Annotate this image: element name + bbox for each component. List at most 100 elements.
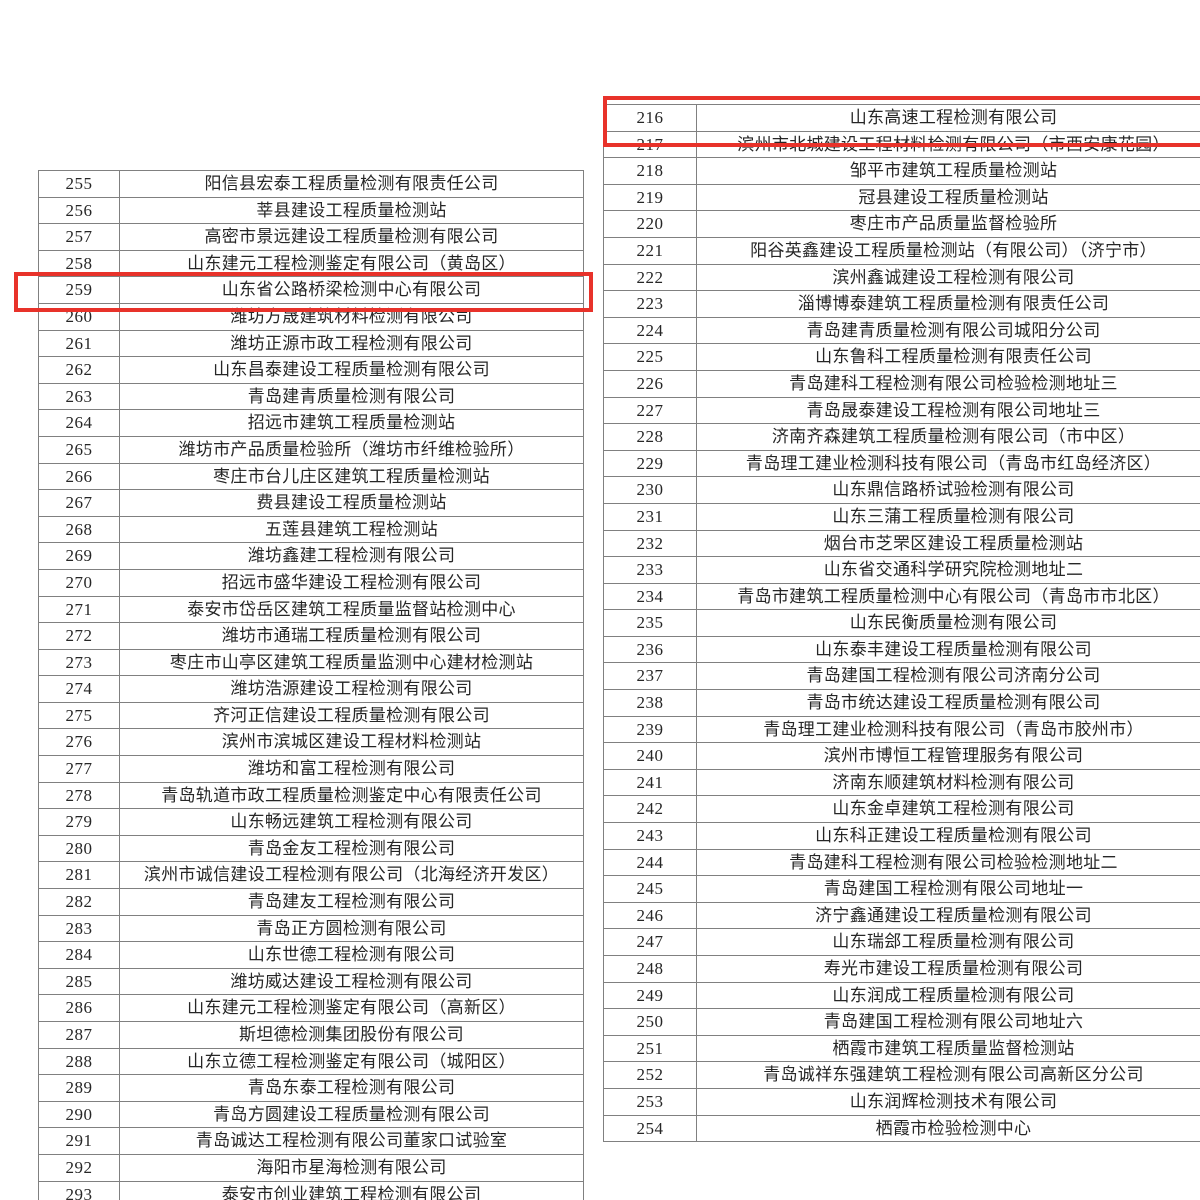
left-listing-table: 255 阳信县宏泰工程质量检测有限责任公司 256 莘县建设工程质量检测站 257 高密市…	[38, 170, 584, 1200]
left-table-body: 255 阳信县宏泰工程质量检测有限责任公司 256 莘县建设工程质量检测站 257 高密市…	[38, 170, 584, 1200]
organization-name-cell: 潍坊威达建设工程检测有限公司	[119, 967, 584, 996]
organization-name-cell: 淄博博泰建筑工程质量检测有限责任公司	[696, 290, 1200, 318]
row-index-cell: 229	[603, 449, 697, 478]
table-row: 232 烟台市芝罘区建设工程质量检测站	[603, 529, 1200, 558]
row-index-cell: 280	[38, 834, 120, 863]
row-index-cell: 235	[603, 609, 697, 637]
row-index-cell: 254	[603, 1114, 697, 1143]
table-row: 242 山东金卓建筑工程检测有限公司	[603, 795, 1200, 824]
organization-name-cell: 潍坊市通瑞工程质量检测有限公司	[119, 622, 584, 650]
table-row: 250 青岛建国工程检测有限公司地址六	[603, 1008, 1200, 1036]
organization-name-cell: 山东省公路桥梁检测中心有限公司	[119, 276, 584, 304]
organization-name-cell: 枣庄市产品质量监督检验所	[696, 210, 1200, 238]
row-index-cell: 275	[38, 701, 120, 730]
organization-name-cell: 青岛诚达工程检测有限公司董家口试验室	[119, 1127, 584, 1155]
organization-name-cell: 青岛理工建业检测科技有限公司（青岛市胶州市）	[696, 715, 1200, 744]
row-index-cell: 267	[38, 489, 120, 517]
table-row: 245 青岛建国工程检测有限公司地址一	[603, 875, 1200, 903]
row-index-cell: 239	[603, 715, 697, 744]
table-row: 267 费县建设工程质量检测站	[38, 489, 584, 517]
organization-name-cell: 山东民衡质量检测有限公司	[696, 609, 1200, 637]
table-row: 272 潍坊市通瑞工程质量检测有限公司	[38, 622, 584, 650]
row-index-cell: 228	[603, 423, 697, 451]
table-row: 220 枣庄市产品质量监督检验所	[603, 210, 1200, 238]
table-row: 251 栖霞市建筑工程质量监督检测站	[603, 1034, 1200, 1063]
organization-name-cell: 山东泰丰建设工程质量检测有限公司	[696, 635, 1200, 664]
row-index-cell: 271	[38, 595, 120, 624]
table-row: 261 潍坊正源市政工程检测有限公司	[38, 329, 584, 358]
organization-name-cell: 招远市盛华建设工程检测有限公司	[119, 568, 584, 597]
row-index-cell: 263	[38, 382, 120, 411]
organization-name-cell: 潍坊鑫建工程检测有限公司	[119, 542, 584, 570]
table-row: 257 高密市景远建设工程质量检测有限公司	[38, 223, 584, 251]
organization-name-cell: 济南齐森建筑工程质量检测有限公司（市中区）	[696, 423, 1200, 451]
row-index-cell: 243	[603, 822, 697, 850]
row-index-cell: 244	[603, 848, 697, 877]
table-row: 276 滨州市滨城区建设工程材料检测站	[38, 728, 584, 757]
organization-name-cell: 潍坊正源市政工程检测有限公司	[119, 329, 584, 358]
table-row: 239 青岛理工建业检测科技有限公司（青岛市胶州市）	[603, 715, 1200, 744]
organization-name-cell: 栖霞市建筑工程质量监督检测站	[696, 1034, 1200, 1063]
organization-name-cell: 招远市建筑工程质量检测站	[119, 409, 584, 437]
organization-name-cell: 青岛正方圆检测有限公司	[119, 914, 584, 943]
row-index-cell: 269	[38, 542, 120, 570]
organization-name-cell: 山东建元工程检测鉴定有限公司（黄岛区）	[119, 249, 584, 278]
table-row: 278 青岛轨道市政工程质量检测鉴定中心有限责任公司	[38, 781, 584, 810]
organization-name-cell: 寿光市建设工程质量检测有限公司	[696, 955, 1200, 983]
organization-name-cell: 青岛诚祥东强建筑工程检测有限公司高新区分公司	[696, 1061, 1200, 1089]
row-index-cell: 222	[603, 263, 697, 292]
organization-name-cell: 潍坊方晟建筑材料检测有限公司	[119, 302, 584, 331]
table-row: 260 潍坊方晟建筑材料检测有限公司	[38, 302, 584, 331]
row-index-cell: 218	[603, 157, 697, 185]
table-row: 273 枣庄市山亭区建筑工程质量监测中心建材检测站	[38, 648, 584, 677]
organization-name-cell: 青岛方圆建设工程质量检测有限公司	[119, 1100, 584, 1129]
table-row: 292 海阳市星海检测有限公司	[38, 1153, 584, 1182]
organization-name-cell: 枣庄市山亭区建筑工程质量监测中心建材检测站	[119, 648, 584, 677]
table-row: 293 泰安市创业建筑工程检测有限公司	[38, 1180, 584, 1200]
row-index-cell: 224	[603, 316, 697, 345]
organization-name-cell: 山东三蒲工程质量检测有限公司	[696, 502, 1200, 531]
row-index-cell: 288	[38, 1047, 120, 1076]
table-row: 247 山东瑞郐工程质量检测有限公司	[603, 928, 1200, 956]
row-index-cell: 236	[603, 635, 697, 664]
row-index-cell: 245	[603, 875, 697, 903]
row-index-cell: 217	[603, 130, 697, 159]
organization-name-cell: 滨州市诚信建设工程检测有限公司（北海经济开发区）	[119, 861, 584, 890]
table-row: 226 青岛建科工程检测有限公司检验检测地址三	[603, 369, 1200, 398]
organization-name-cell: 邹平市建筑工程质量检测站	[696, 157, 1200, 185]
row-index-cell: 279	[38, 808, 120, 836]
row-index-cell: 237	[603, 662, 697, 691]
organization-name-cell: 青岛晟泰建设工程检测有限公司地址三	[696, 396, 1200, 425]
row-index-cell: 276	[38, 728, 120, 757]
organization-name-cell: 山东科正建设工程质量检测有限公司	[696, 822, 1200, 850]
row-index-cell: 252	[603, 1061, 697, 1089]
row-index-cell: 278	[38, 781, 120, 810]
table-row: 227 青岛晟泰建设工程检测有限公司地址三	[603, 396, 1200, 425]
row-index-cell: 258	[38, 249, 120, 278]
table-row: 246 济宁鑫通建设工程质量检测有限公司	[603, 901, 1200, 930]
row-index-cell: 241	[603, 768, 697, 797]
organization-name-cell: 山东金卓建筑工程检测有限公司	[696, 795, 1200, 824]
organization-name-cell: 高密市景远建设工程质量检测有限公司	[119, 223, 584, 251]
organization-name-cell: 潍坊市产品质量检验所（潍坊市纤维检验所）	[119, 435, 584, 464]
organization-name-cell: 斯坦德检测集团股份有限公司	[119, 1021, 584, 1049]
row-index-cell: 231	[603, 502, 697, 531]
organization-name-cell: 青岛金友工程检测有限公司	[119, 834, 584, 863]
table-row: 233 山东省交通科学研究院检测地址二	[603, 556, 1200, 584]
row-index-cell: 253	[603, 1087, 697, 1116]
row-index-cell: 227	[603, 396, 697, 425]
row-index-cell: 226	[603, 369, 697, 398]
organization-name-cell: 齐河正信建设工程质量检测有限公司	[119, 701, 584, 730]
organization-name-cell: 潍坊和富工程检测有限公司	[119, 755, 584, 783]
table-row: 237 青岛建国工程检测有限公司济南分公司	[603, 662, 1200, 691]
row-index-cell: 287	[38, 1021, 120, 1049]
table-row: 228 济南齐森建筑工程质量检测有限公司（市中区）	[603, 423, 1200, 451]
table-row: 222 滨州鑫诚建设工程检测有限公司	[603, 263, 1200, 292]
organization-name-cell: 山东鲁科工程质量检测有限责任公司	[696, 343, 1200, 371]
organization-name-cell: 莘县建设工程质量检测站	[119, 196, 584, 225]
table-row: 243 山东科正建设工程质量检测有限公司	[603, 822, 1200, 850]
table-row: 218 邹平市建筑工程质量检测站	[603, 157, 1200, 185]
organization-name-cell: 山东瑞郐工程质量检测有限公司	[696, 928, 1200, 956]
organization-name-cell: 栖霞市检验检测中心	[696, 1114, 1200, 1143]
row-index-cell: 225	[603, 343, 697, 371]
